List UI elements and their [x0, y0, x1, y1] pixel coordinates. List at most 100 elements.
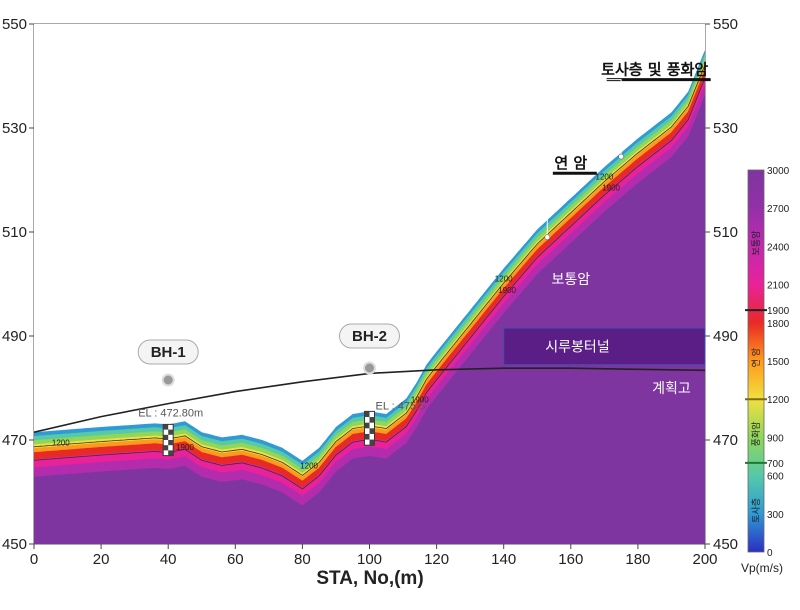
annotation-leader [546, 172, 553, 238]
borehole-pattern [163, 424, 169, 430]
y-tick-label-left: 530 [2, 120, 27, 137]
contour-label: 1900 [498, 286, 516, 295]
borehole-pattern [369, 439, 375, 446]
colorbar-tick-label: 0 [767, 548, 773, 559]
colorbar-tick-label: 1800 [767, 319, 790, 330]
borehole-pattern [364, 411, 370, 418]
x-tick-label: 60 [227, 551, 244, 568]
annotation-1: 연 암 [544, 154, 597, 240]
y-tick-label-left: 450 [2, 536, 27, 553]
y-tick-label-left: 550 [2, 16, 27, 33]
colorbar-zone-label: 보통암 [750, 231, 762, 256]
borehole-pattern [168, 440, 174, 446]
colorbar-zone-label: 풍화암 [750, 422, 762, 447]
colorbar-tick-label: 1900 [767, 306, 790, 317]
contour-label: 1200 [52, 439, 70, 448]
borehole-label-box [137, 339, 199, 365]
annotation-leader [606, 79, 622, 157]
borehole-pattern [168, 450, 174, 456]
y-tick-label-right: 530 [713, 120, 738, 137]
contour-label: 1900 [176, 443, 194, 452]
borehole-label: BH-1 [151, 344, 186, 361]
annotation-point [618, 153, 624, 160]
tunnel-rect [503, 327, 706, 366]
borehole-label: BH-2 [352, 328, 387, 345]
y-tick-label-right: 470 [713, 432, 738, 449]
colorbar-tick-label: 900 [767, 433, 784, 444]
boreholes: BH-1 EL : 472.80m BH-2 EL : 475.5 [137, 323, 426, 457]
borehole-pattern [364, 433, 370, 440]
borehole-pattern [369, 428, 375, 434]
annotation-2: 보통암 [551, 272, 590, 288]
velocity-colorbar: 3000270024002100190018001500120090070060… [741, 166, 790, 575]
borehole-pattern [163, 445, 169, 451]
colorbar-tick-label: 700 [767, 459, 784, 470]
x-axis-ticks: 0 20 40 60 80 100 120 140 160 180 200 [30, 544, 718, 568]
borehole-bh-2: BH-2 EL : 475.5 [339, 323, 426, 446]
colorbar-zone-label: 토사층 [751, 498, 762, 523]
borehole-pattern [168, 429, 174, 435]
x-axis-title: STA, No,(m) [316, 568, 423, 589]
y-axis-ticks-left: 450 470 490 510 530 550 [2, 16, 34, 553]
borehole-marker [161, 373, 175, 387]
x-tick-label: 140 [491, 551, 516, 568]
colorbar-tick-label: 300 [767, 510, 784, 521]
colorbar-tick-label: 2700 [767, 204, 790, 215]
annotation-3: 계획고 [652, 381, 691, 397]
colorbar-tick-label: 3000 [767, 166, 790, 177]
x-tick-label: 40 [160, 551, 177, 568]
y-tick-label-right: 550 [713, 16, 738, 33]
contour-label: 1200 [300, 462, 318, 471]
borehole-label-box [339, 323, 400, 349]
colorbar-tick-label: 1500 [767, 357, 790, 368]
colorbar-tick-label: 2400 [767, 242, 790, 253]
contour-label: 1200 [596, 173, 614, 182]
annotation-0: 토사층 및 풍화암 [601, 61, 711, 160]
colorbar-title: Vp(m/s) [741, 561, 783, 575]
borehole-elevation-label: EL : 475.5 [376, 400, 426, 412]
x-tick-label: 160 [558, 551, 583, 568]
x-tick-label: 80 [294, 551, 311, 568]
colorbar-tick-label: 1200 [767, 395, 790, 406]
contour-label: 1200 [495, 274, 513, 283]
y-tick-label-left: 490 [2, 328, 27, 345]
borehole-bh-1: BH-1 EL : 472.80m [137, 339, 203, 457]
colorbar-tick-label: 2100 [767, 281, 790, 292]
annotation-point [544, 234, 551, 240]
annotation-label: 연 암 [554, 154, 587, 172]
y-tick-label-right: 490 [713, 328, 738, 345]
borehole-elevation-label: EL : 472.80m [138, 407, 203, 419]
y-axis-ticks-right: 450 470 490 510 530 550 [705, 16, 738, 553]
tunnel-label: 시루봉터널 [545, 339, 609, 355]
x-tick-label: 180 [625, 551, 650, 568]
y-tick-label-right: 510 [713, 224, 738, 241]
x-tick-label: 120 [424, 551, 449, 568]
layer-band-7 [34, 85, 705, 506]
annotation-label: 보통암 [551, 272, 590, 288]
contour-label: 1900 [602, 183, 620, 192]
borehole-pattern [163, 434, 169, 440]
borehole-pattern [364, 422, 370, 429]
x-tick-label: 100 [357, 551, 382, 568]
sky-area [34, 24, 705, 461]
x-tick-label: 20 [93, 551, 110, 568]
x-tick-label: 200 [692, 551, 717, 568]
annotation-label: 계획고 [652, 381, 691, 397]
velocity-layers [34, 24, 705, 544]
colorbar-tick-label: 600 [767, 472, 784, 483]
tunnel-zone: 시루봉터널 [503, 327, 706, 366]
colorbar-ramp [747, 169, 765, 553]
borehole-pattern [369, 417, 375, 423]
borehole-marker [363, 361, 376, 375]
x-tick-label: 0 [30, 551, 38, 568]
contour-label: 1900 [411, 396, 429, 405]
y-tick-label-left: 470 [2, 432, 27, 449]
y-tick-label-right: 450 [713, 536, 738, 553]
annotation-label: 토사층 및 풍화암 [601, 61, 708, 79]
colorbar-zone-label: 연 암 [750, 348, 762, 367]
y-tick-label-left: 510 [2, 224, 27, 241]
